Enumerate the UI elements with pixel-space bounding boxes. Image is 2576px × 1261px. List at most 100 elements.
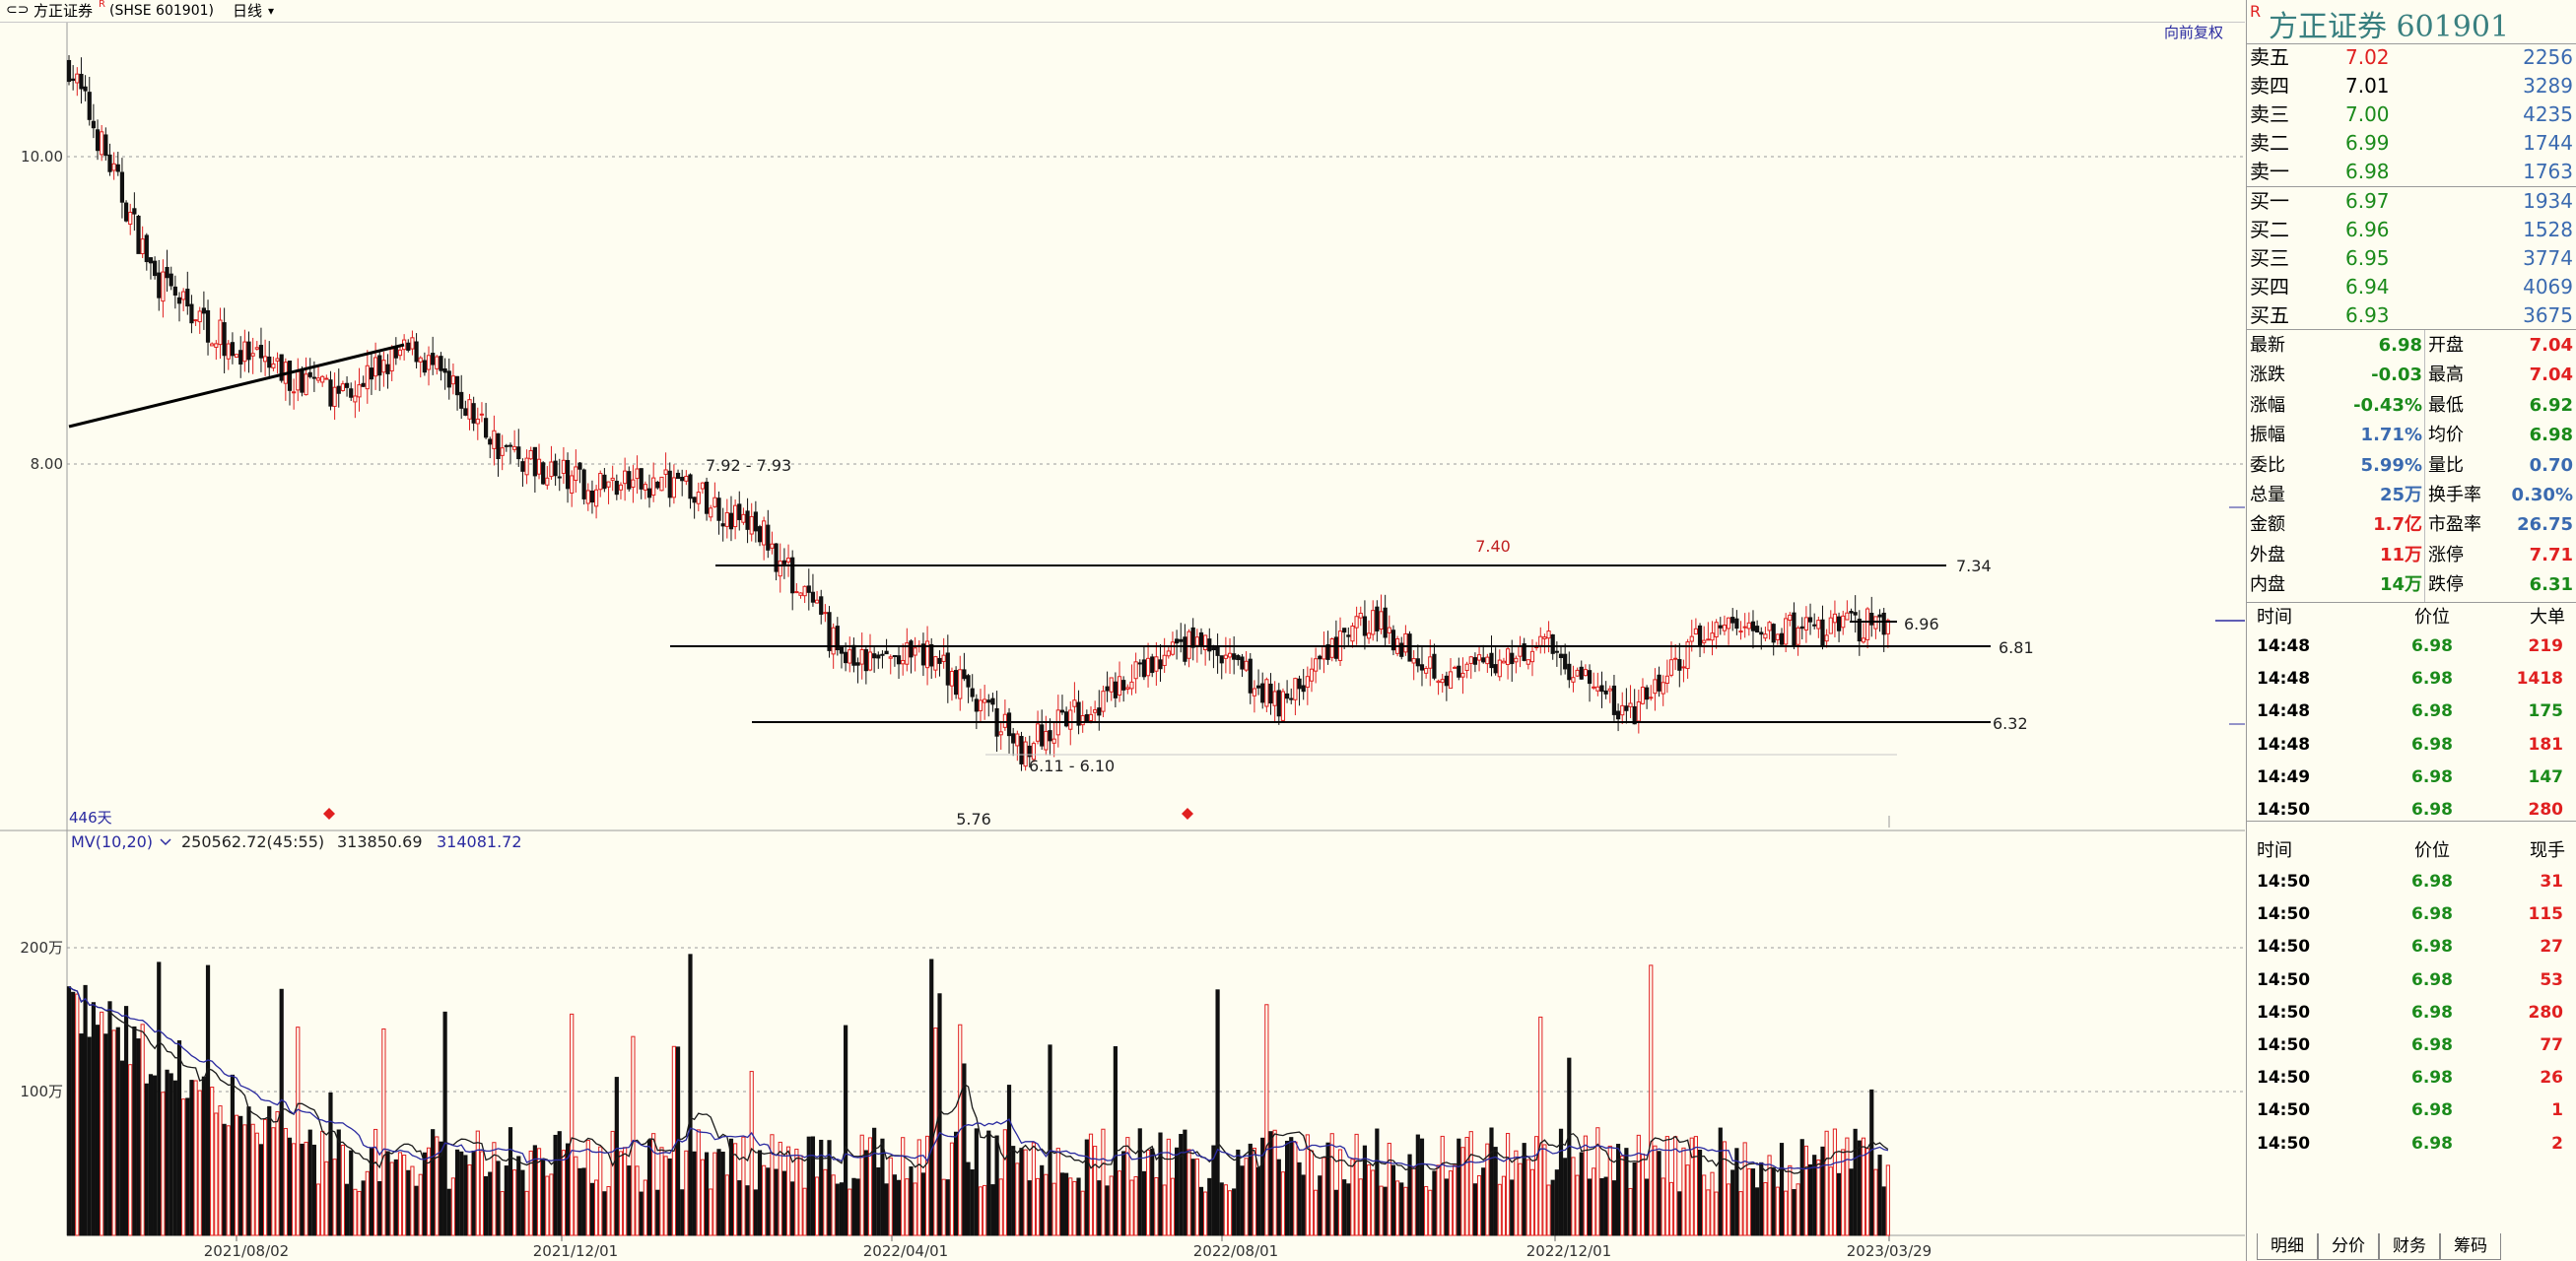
big-trade-row[interactable]: 14:48 6.98 181 <box>2247 729 2576 762</box>
volume-bar <box>762 1164 767 1236</box>
volume-bar <box>1350 1159 1355 1236</box>
quote-value: 7.71 <box>2529 544 2573 565</box>
big-trade-row[interactable]: 14:49 6.98 147 <box>2247 762 2576 794</box>
candle-body <box>153 260 158 277</box>
candle-body <box>1293 678 1298 700</box>
trade-qty: 181 <box>2528 734 2564 755</box>
quote-column-divider <box>2424 330 2425 602</box>
sell-row-5[interactable]: 卖五 7.02 2256 <box>2247 43 2576 72</box>
volume-bar <box>1771 1167 1776 1236</box>
candle-body <box>324 377 329 380</box>
order-label: 卖五 <box>2250 45 2289 69</box>
order-price: 6.95 <box>2345 246 2390 270</box>
candle-body <box>1105 686 1110 692</box>
event-marker-1[interactable] <box>323 808 335 820</box>
buy-row-4[interactable]: 买四 6.94 4069 <box>2247 273 2576 301</box>
order-volume: 1934 <box>2523 189 2573 213</box>
candle-body <box>275 358 280 362</box>
volume-bar <box>439 1141 443 1236</box>
tab-price-distribution[interactable]: 分价 <box>2318 1233 2379 1260</box>
restore-mode[interactable]: 向前复权 <box>2164 24 2224 41</box>
candle-body <box>1558 653 1564 658</box>
tab-details[interactable]: 明细 <box>2257 1233 2318 1260</box>
volume-bar <box>1841 1149 1846 1236</box>
volume-bar <box>71 991 76 1236</box>
sell-row-3[interactable]: 卖三 7.00 4235 <box>2247 100 2576 129</box>
period-selector[interactable]: 日线 <box>233 2 263 20</box>
trade-price: 6.98 <box>2411 766 2453 787</box>
volume-bar <box>884 1183 889 1236</box>
buy-row-2[interactable]: 买二 6.96 1528 <box>2247 216 2576 244</box>
volume-bar <box>1183 1129 1187 1236</box>
volume-bar <box>361 1180 366 1236</box>
volume-bar <box>1415 1134 1420 1236</box>
volume-bar <box>1255 1166 1261 1236</box>
link-icon[interactable]: ⊂⊃ <box>6 2 30 18</box>
volume-bar <box>508 1127 513 1236</box>
candle-body <box>1779 632 1785 645</box>
trend-line[interactable] <box>68 343 405 429</box>
big-trade-row[interactable]: 14:48 6.98 1418 <box>2247 663 2576 696</box>
candle-body <box>553 460 558 477</box>
candle-body <box>577 462 582 470</box>
candle-body <box>185 289 190 307</box>
candle-body <box>888 656 893 659</box>
big-trade-row[interactable]: 14:50 6.98 280 <box>2247 794 2576 827</box>
candle-body <box>1468 656 1473 664</box>
trade-qty: 1 <box>2551 1100 2563 1121</box>
sell-row-4[interactable]: 卖四 7.01 3289 <box>2247 72 2576 100</box>
quote-key: 金额 <box>2250 514 2285 536</box>
kline-chart[interactable]: 10.00 8.00 200万 100万 2021/08/02 2021/12/… <box>0 0 2245 1261</box>
tick-row[interactable]: 14:50 6.98 26 <box>2247 1062 2576 1095</box>
quote-row: 最新 6.98 开盘 7.04 <box>2247 331 2576 361</box>
buy-row-3[interactable]: 买三 6.95 3774 <box>2247 244 2576 273</box>
tab-financials[interactable]: 财务 <box>2379 1233 2440 1260</box>
candle-body <box>79 73 84 90</box>
sell-row-1[interactable]: 卖一 6.98 1763 <box>2247 158 2576 186</box>
candle-body <box>1051 738 1056 744</box>
tick-row[interactable]: 14:50 6.98 77 <box>2247 1029 2576 1062</box>
sell-row-2[interactable]: 卖二 6.99 1744 <box>2247 129 2576 158</box>
candle-body <box>1203 634 1208 651</box>
big-trade-row[interactable]: 14:48 6.98 175 <box>2247 696 2576 728</box>
trade-time: 14:48 <box>2257 669 2311 690</box>
candle-body <box>839 646 845 654</box>
buy-row-5[interactable]: 买五 6.93 3675 <box>2247 301 2576 330</box>
indicator-name[interactable]: MV(10,20) <box>71 832 153 851</box>
tick-row[interactable]: 14:50 6.98 115 <box>2247 898 2576 931</box>
candle-body <box>148 257 154 264</box>
candle-body <box>454 375 460 396</box>
volume-bar <box>218 1105 223 1236</box>
volume-bar <box>1084 1139 1089 1236</box>
tick-row[interactable]: 14:50 6.98 280 <box>2247 997 2576 1029</box>
event-marker-2[interactable] <box>1182 808 1193 820</box>
volume-bar <box>728 1138 734 1236</box>
volume-bar <box>1125 1137 1130 1236</box>
quote-key: 最高 <box>2428 365 2464 386</box>
tick-row[interactable]: 14:50 6.98 1 <box>2247 1095 2576 1127</box>
tick-row[interactable]: 14:50 6.98 2 <box>2247 1128 2576 1161</box>
candle-body <box>315 377 321 381</box>
volume-bar <box>1542 1144 1547 1236</box>
buy-row-1[interactable]: 买一 6.97 1934 <box>2247 187 2576 216</box>
order-volume: 3774 <box>2523 246 2573 270</box>
volume-bar <box>1023 1149 1028 1236</box>
order-price: 6.94 <box>2345 275 2390 299</box>
candle-body <box>1093 709 1098 713</box>
candle-body <box>532 446 537 477</box>
volume-bar <box>1314 1189 1319 1236</box>
tab-chips[interactable]: 筹码 <box>2440 1233 2501 1260</box>
chevron-down-icon[interactable]: ▾ <box>268 4 275 18</box>
volume-bar <box>1035 1177 1041 1236</box>
candle-body <box>1820 619 1825 646</box>
volume-bar <box>300 1143 305 1236</box>
tick-row[interactable]: 14:50 6.98 27 <box>2247 931 2576 963</box>
candle-body <box>949 670 955 687</box>
volume-bar <box>1563 1158 1568 1236</box>
chevron-down-icon[interactable] <box>160 838 171 846</box>
candle-body <box>1113 681 1118 698</box>
tick-row[interactable]: 14:50 6.98 31 <box>2247 866 2576 898</box>
order-price: 6.97 <box>2345 189 2390 213</box>
big-trade-row[interactable]: 14:48 6.98 219 <box>2247 630 2576 663</box>
tick-row[interactable]: 14:50 6.98 53 <box>2247 964 2576 997</box>
